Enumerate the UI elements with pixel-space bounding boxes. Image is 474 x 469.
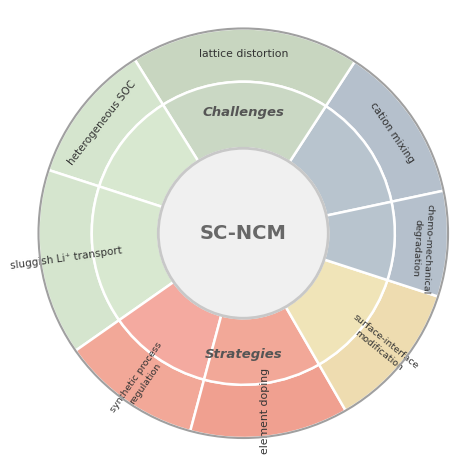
Wedge shape xyxy=(286,259,387,364)
Text: SC-NCM: SC-NCM xyxy=(200,224,287,243)
Circle shape xyxy=(158,148,328,318)
Wedge shape xyxy=(326,61,444,202)
Wedge shape xyxy=(48,60,163,186)
Wedge shape xyxy=(92,186,173,320)
Wedge shape xyxy=(75,320,204,431)
Text: surface-interface
modification: surface-interface modification xyxy=(345,312,420,379)
Wedge shape xyxy=(119,282,221,379)
Text: sluggish Li⁺ transport: sluggish Li⁺ transport xyxy=(9,245,122,271)
Text: heterogeneous SOC: heterogeneous SOC xyxy=(66,79,138,167)
Wedge shape xyxy=(92,82,395,385)
Wedge shape xyxy=(324,202,395,280)
Text: Strategies: Strategies xyxy=(204,348,282,361)
Wedge shape xyxy=(319,280,438,410)
Wedge shape xyxy=(38,170,119,351)
Text: element doping: element doping xyxy=(260,368,270,454)
Text: synthetic process
regulation: synthetic process regulation xyxy=(109,340,173,420)
Wedge shape xyxy=(190,364,346,438)
Wedge shape xyxy=(135,29,355,106)
Wedge shape xyxy=(99,105,198,207)
Text: lattice distortion: lattice distortion xyxy=(199,49,288,59)
Wedge shape xyxy=(163,82,326,162)
Wedge shape xyxy=(387,191,448,296)
Wedge shape xyxy=(204,307,319,385)
Wedge shape xyxy=(290,106,392,216)
Text: chemo-mechanical
degradation: chemo-mechanical degradation xyxy=(410,203,434,295)
Wedge shape xyxy=(38,29,448,438)
Text: cation mixing: cation mixing xyxy=(368,101,416,165)
Text: Challenges: Challenges xyxy=(202,106,284,119)
